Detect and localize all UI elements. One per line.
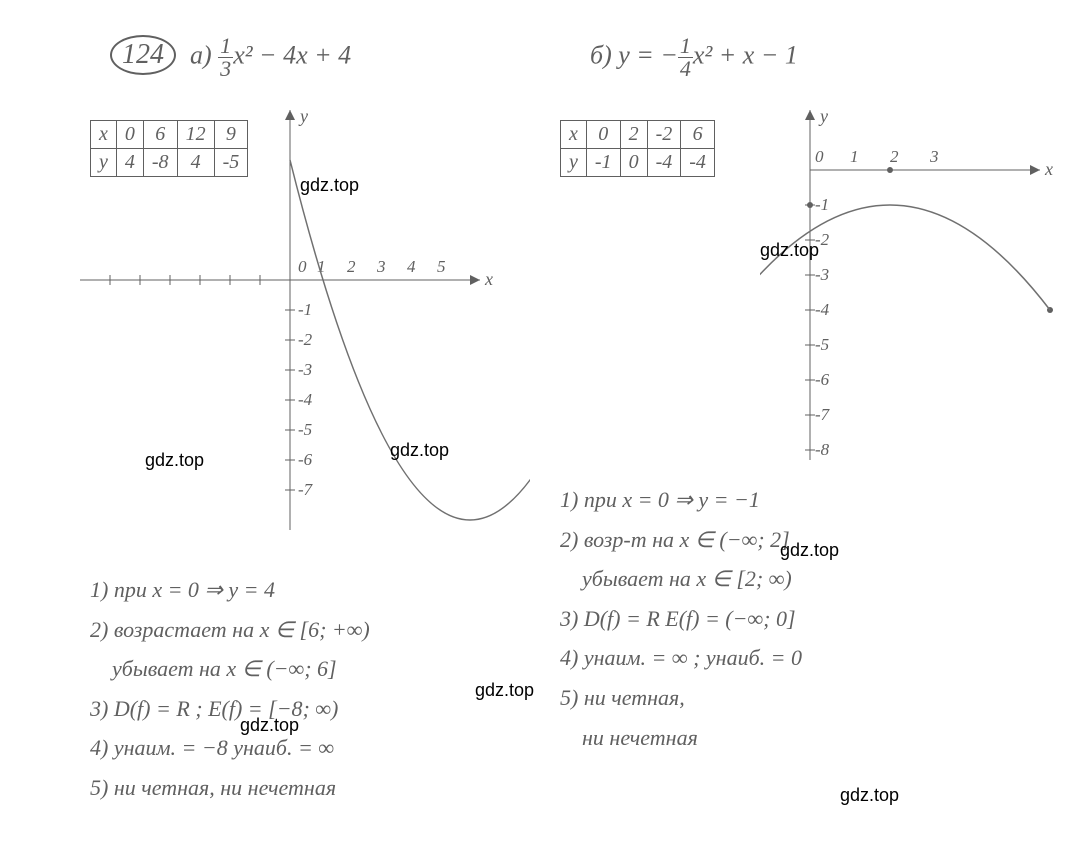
svg-text:-7: -7 [815,405,831,424]
svg-text:-5: -5 [815,335,829,354]
answer-line: убывает на x ∈ [2; ∞) [560,559,802,599]
svg-text:3: 3 [929,147,939,166]
watermark: gdz.top [780,540,839,561]
svg-text:1: 1 [850,147,859,166]
part-b-label: б) [590,41,612,70]
svg-text:-3: -3 [298,360,312,379]
svg-text:0: 0 [815,147,824,166]
watermark: gdz.top [145,450,204,471]
watermark: gdz.top [475,680,534,701]
chart-b: y x 0 1 2 3 -1 -2 -3 -4 -5 -6 -7 -8 [760,110,1060,470]
svg-text:-5: -5 [298,420,312,439]
svg-text:-6: -6 [815,370,830,389]
x-axis-label: x [484,269,493,289]
part-a-label: а) [190,41,212,70]
svg-text:-3: -3 [815,265,829,284]
answer-line: 2) возрастает на x ∈ [6; +∞) [90,610,370,650]
fraction-b: 1 4 [678,35,693,80]
answers-b: 1) при x = 0 ⇒ y = −1 2) возр-т на x ∈ (… [560,480,802,757]
table-b: x 0 2 -2 6 y -1 0 -4 -4 [560,120,715,177]
answers-a: 1) при x = 0 ⇒ y = 4 2) возрастает на x … [90,570,370,808]
svg-text:-2: -2 [298,330,313,349]
answer-line: убывает на x ∈ (−∞; 6] [90,649,370,689]
watermark: gdz.top [760,240,819,261]
y-axis-label: y [818,110,828,126]
answer-line: 3) D(f) = R ; E(f) = [−8; ∞) [90,689,370,729]
answer-line: 3) D(f) = R E(f) = (−∞; 0] [560,599,802,639]
answer-line: ни нечетная [560,718,802,758]
problem-number: 124 [110,35,176,75]
svg-text:-4: -4 [815,300,830,319]
part-a-formula: а) 1 3 x² − 4x + 4 [190,35,351,80]
answer-line: 4) yнаим. = ∞ ; yнаиб. = 0 [560,638,802,678]
svg-text:-1: -1 [815,195,829,214]
watermark: gdz.top [840,785,899,806]
watermark: gdz.top [300,175,359,196]
answer-line: 5) ни четная, [560,678,802,718]
svg-text:5: 5 [437,257,446,276]
svg-text:-7: -7 [298,480,314,499]
part-b-formula: б) y = − 1 4 x² + x − 1 [590,35,798,80]
answer-line: 1) при x = 0 ⇒ y = −1 [560,480,802,520]
fraction-a: 1 3 [218,35,233,80]
answer-line: 5) ни четная, ни нечетная [90,768,370,808]
svg-text:-1: -1 [298,300,312,319]
y-axis-label: y [298,110,308,126]
x-axis-label: x [1044,159,1053,179]
svg-text:-8: -8 [815,440,830,459]
watermark: gdz.top [390,440,449,461]
watermark: gdz.top [240,715,299,736]
table-row: x 0 2 -2 6 [561,121,715,149]
answer-line: 4) yнаим. = −8 yнаиб. = ∞ [90,728,370,768]
svg-text:2: 2 [890,147,899,166]
svg-text:3: 3 [376,257,386,276]
svg-text:4: 4 [407,257,416,276]
svg-text:-6: -6 [298,450,313,469]
table-row: y -1 0 -4 -4 [561,149,715,177]
svg-text:2: 2 [347,257,356,276]
answer-line: 1) при x = 0 ⇒ y = 4 [90,570,370,610]
svg-text:-4: -4 [298,390,313,409]
svg-text:0: 0 [298,257,307,276]
answer-line: 2) возр-т на x ∈ (−∞; 2] [560,520,802,560]
